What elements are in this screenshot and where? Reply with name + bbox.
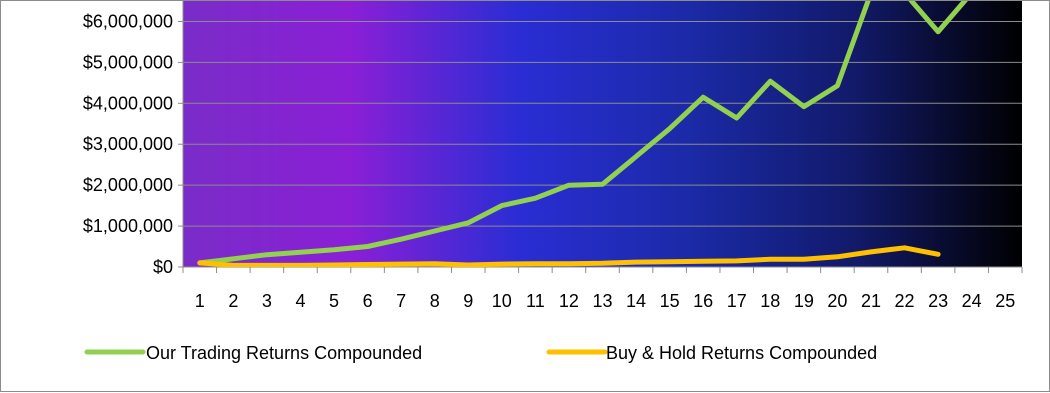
x-tick-label: 6 <box>363 291 373 311</box>
y-tick-label: $4,000,000 <box>83 93 173 113</box>
y-tick-label: $1,000,000 <box>83 216 173 236</box>
x-tick-label: 10 <box>492 291 512 311</box>
x-tick-label: 17 <box>727 291 747 311</box>
gridlines <box>183 20 1022 227</box>
x-tick-label: 13 <box>592 291 612 311</box>
plot-area-background <box>183 1 1022 267</box>
x-tick-label: 5 <box>329 291 339 311</box>
x-tick-label: 18 <box>760 291 780 311</box>
y-axis-tick-labels: $0 $1,000,000 $2,000,000 $3,000,000 $4,000,0… <box>83 11 173 277</box>
series-lines <box>197 1 968 267</box>
x-tick-label: 15 <box>660 291 680 311</box>
legend-label: Buy & Hold Returns Compounded <box>606 343 877 363</box>
legend-label: Our Trading Returns Compounded <box>146 343 422 363</box>
y-tick-label: $2,000,000 <box>83 175 173 195</box>
x-tick-label: 4 <box>295 291 305 311</box>
x-tick-label: 23 <box>928 291 948 311</box>
x-tick-label: 7 <box>396 291 406 311</box>
x-tick-label: 14 <box>626 291 646 311</box>
x-axis-tick-labels: 1 2 3 4 5 6 7 8 9 10 11 12 13 14 15 16 17 18 19 20 21 22 23 24 2… <box>195 291 1015 311</box>
y-tick-label: $3,000,000 <box>83 134 173 154</box>
x-tick-label: 25 <box>995 291 1015 311</box>
x-tick-label: 16 <box>693 291 713 311</box>
x-tick-label: 20 <box>827 291 847 311</box>
legend: Our Trading Returns Compounded Buy & Hold… <box>84 343 877 363</box>
x-tick-label: 1 <box>195 291 205 311</box>
x-tick-label: 2 <box>228 291 238 311</box>
series-line-1 <box>197 1 968 266</box>
x-tick-label: 3 <box>262 291 272 311</box>
x-tick-label: 21 <box>861 291 881 311</box>
legend-item-2: Buy & Hold Returns Compounded <box>546 343 877 363</box>
series-line-2 <box>197 245 941 267</box>
legend-item-1: Our Trading Returns Compounded <box>84 343 422 363</box>
x-tick-label: 19 <box>794 291 814 311</box>
y-tick-label: $5,000,000 <box>83 52 173 72</box>
x-tick-label: 12 <box>559 291 579 311</box>
y-tick-label: $0 <box>153 257 173 277</box>
x-tick-label: 24 <box>962 291 982 311</box>
y-tick-label: $6,000,000 <box>83 11 173 31</box>
x-tick-label: 8 <box>430 291 440 311</box>
x-tick-label: 9 <box>463 291 473 311</box>
x-tick-label: 11 <box>526 291 545 311</box>
x-tick-label: 22 <box>895 291 915 311</box>
